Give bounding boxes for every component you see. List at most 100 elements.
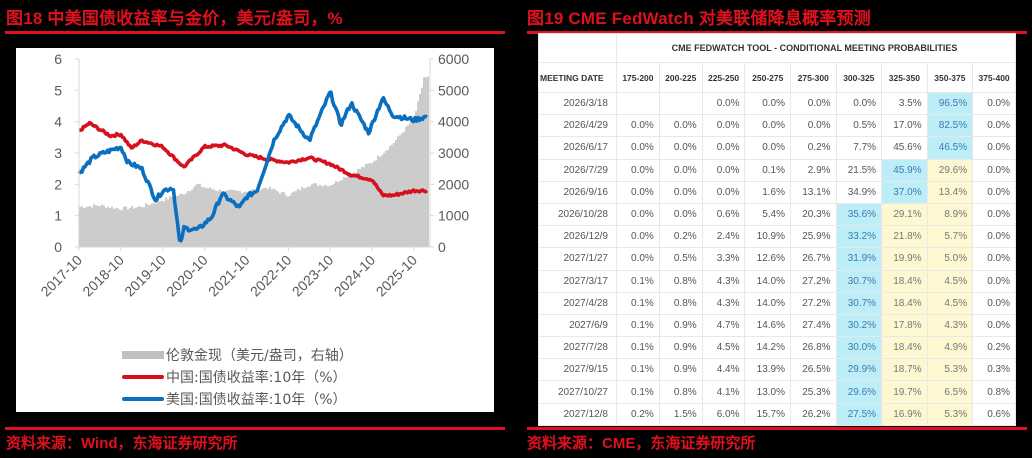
column-header-rate-range: 300-325 <box>835 62 883 93</box>
probability-cell: 26.7% <box>790 247 837 271</box>
meeting-date-cell: 2027/6/9 <box>538 313 617 338</box>
right-axis-tick-label: 1000 <box>438 208 469 224</box>
china-yield-line <box>78 120 429 198</box>
x-axis-tick-label: 2017-10 <box>37 252 85 300</box>
probability-cell: 27.2% <box>790 291 837 315</box>
probability-cell: 13.0% <box>744 380 792 404</box>
legend-item-china-yield: 中国:国债收益率:10年（%） <box>122 366 353 388</box>
probability-cell: 0.0% <box>790 114 837 138</box>
table-row: 2026/3/18 0.0% 0.0% 0.0% 0.0% 3.5% 96.5% 0.0% <box>538 91 1016 116</box>
column-header-rate-range: 375-400 <box>972 62 1016 93</box>
right-title-divider <box>527 31 1027 34</box>
table-row: 2027/12/8 0.2% 1.5% 6.0% 15.7% 26.2% 27.5% 16.9… <box>538 402 1016 426</box>
probability-cell: 0.1% <box>616 358 660 382</box>
probability-cell: 10.9% <box>744 225 792 249</box>
probability-cell: 0.0% <box>701 180 746 204</box>
china-line-swatch-icon <box>122 375 164 379</box>
probability-cell: 0.0% <box>744 136 792 160</box>
right-source-note: 资料来源：CME，东海证券研究所 <box>527 435 756 452</box>
probability-cell: 0.0% <box>658 180 703 204</box>
probability-cell: 18.4% <box>881 336 928 360</box>
right-axis-tick-label: 3000 <box>438 145 469 161</box>
probability-cell: 4.5% <box>701 336 746 360</box>
probability-cell: 2.4% <box>701 225 746 249</box>
table-row: 2026/9/16 0.0% 0.0% 0.0% 1.6% 13.1% 34.9% 37.0%… <box>538 180 1016 204</box>
probability-cell: 0.0% <box>972 158 1016 182</box>
meeting-date-cell: 2027/1/27 <box>538 247 617 271</box>
column-header-meeting-date: MEETING DATE <box>538 62 617 93</box>
right-axis-tick-label: 2000 <box>438 176 469 192</box>
probability-cell: 19.9% <box>881 247 928 271</box>
table-row: 2027/3/17 0.1% 0.8% 4.3% 14.0% 27.2% 30.7% 18.4… <box>538 269 1016 293</box>
probability-cell: 4.7% <box>701 313 746 338</box>
probability-cell: 0.1% <box>616 336 660 360</box>
yield-gold-chart: 0 1 2 3 4 5 6 0 1000 2000 3000 4000 5000 6000 2017-10 2… <box>16 48 494 412</box>
probability-cell: 30.2% <box>835 313 883 338</box>
probability-cell: 0.8% <box>972 380 1016 404</box>
column-header-rate-range: 325-350 <box>881 62 928 93</box>
probability-cell: 2.9% <box>790 158 837 182</box>
column-header-rate-range: 275-300 <box>790 62 837 93</box>
x-axis-tick-label: 2021-10 <box>205 252 253 300</box>
legend-label-us-yield: 美国:国债收益率:10年（%） <box>166 392 347 408</box>
meeting-date-cell: 2026/7/29 <box>538 158 617 182</box>
meeting-date-cell: 2027/12/8 <box>538 402 617 426</box>
probability-cell: 5.0% <box>926 247 974 271</box>
chart-legend: 伦敦金现（美元/盎司，右轴） 中国:国债收益率:10年（%） 美国:国债收益率:… <box>122 344 353 410</box>
probability-cell: 0.0% <box>701 114 746 138</box>
probability-cell: 14.6% <box>744 313 792 338</box>
probability-cell: 34.9% <box>835 180 883 204</box>
us-yield-line <box>77 90 428 243</box>
probability-cell: 25.9% <box>790 225 837 249</box>
probability-cell: 4.3% <box>926 313 974 338</box>
table-corner-cell <box>538 33 617 63</box>
probability-cell: 0.0% <box>972 291 1016 315</box>
table-row: 2026/7/29 0.0% 0.0% 0.0% 0.1% 2.9% 21.5% 45.9% 2… <box>538 158 1016 182</box>
left-axis-tick-label: 0 <box>54 239 62 255</box>
meeting-date-cell: 2026/3/18 <box>538 91 617 116</box>
probability-cell: 5.7% <box>926 225 974 249</box>
probability-cell: 0.0% <box>972 202 1016 227</box>
meeting-date-cell: 2026/4/29 <box>538 114 617 138</box>
probability-cell: 45.6% <box>881 136 928 160</box>
probability-cell: 29.9% <box>835 358 883 382</box>
probability-cell <box>658 91 703 116</box>
probability-cell: 0.9% <box>658 313 703 338</box>
probability-cell: 0.0% <box>972 136 1016 160</box>
x-axis-tick-label: 2019-10 <box>121 252 169 300</box>
table-row: 2027/10/27 0.1% 0.8% 4.1% 13.0% 25.3% 29.6% 19.… <box>538 380 1016 404</box>
probability-cell: 12.6% <box>744 247 792 271</box>
probability-cell: 0.0% <box>658 202 703 227</box>
table-row: 2027/4/28 0.1% 0.8% 4.3% 14.0% 27.2% 30.7% 18.4… <box>538 291 1016 315</box>
legend-item-us-yield: 美国:国债收益率:10年（%） <box>122 388 353 410</box>
column-header-rate-range: 200-225 <box>658 62 703 93</box>
probability-cell: 6.0% <box>701 402 746 426</box>
right-axis-tick-label: 5000 <box>438 82 469 98</box>
left-axis-tick-label: 5 <box>54 82 62 98</box>
probability-cell: 27.2% <box>790 269 837 293</box>
probability-cell: 0.1% <box>616 380 660 404</box>
probability-cell: 0.2% <box>790 136 837 160</box>
probability-cell: 0.0% <box>701 158 746 182</box>
probability-cell: 0.8% <box>658 291 703 315</box>
probability-cell: 5.3% <box>926 402 974 426</box>
probability-cell: 29.6% <box>835 380 883 404</box>
probability-cell: 17.8% <box>881 313 928 338</box>
meeting-date-cell: 2026/10/28 <box>538 202 617 227</box>
probability-cell: 0.0% <box>701 91 746 116</box>
probability-cell: 0.5% <box>835 114 883 138</box>
probability-cell: 0.0% <box>972 313 1016 338</box>
column-header-rate-range: 175-200 <box>616 62 660 93</box>
table-row: 2027/1/27 0.0% 0.5% 3.3% 12.6% 26.7% 31.9% 19.9… <box>538 247 1016 271</box>
probability-cell: 4.5% <box>926 291 974 315</box>
x-axis-tick-label: 2025-10 <box>373 252 421 300</box>
left-source-divider <box>5 427 505 430</box>
left-figure-title: 图18 中美国债收益率与金价，美元/盎司，% <box>6 9 343 28</box>
column-header-rate-range: 225-250 <box>701 62 746 93</box>
x-axis-tick-label: 2024-10 <box>331 252 379 300</box>
probability-cell: 5.3% <box>926 358 974 382</box>
probability-cell: 26.5% <box>790 358 837 382</box>
meeting-date-cell: 2026/6/17 <box>538 136 617 160</box>
probability-cell: 37.0% <box>881 180 928 204</box>
probability-cell: 14.0% <box>744 269 792 293</box>
